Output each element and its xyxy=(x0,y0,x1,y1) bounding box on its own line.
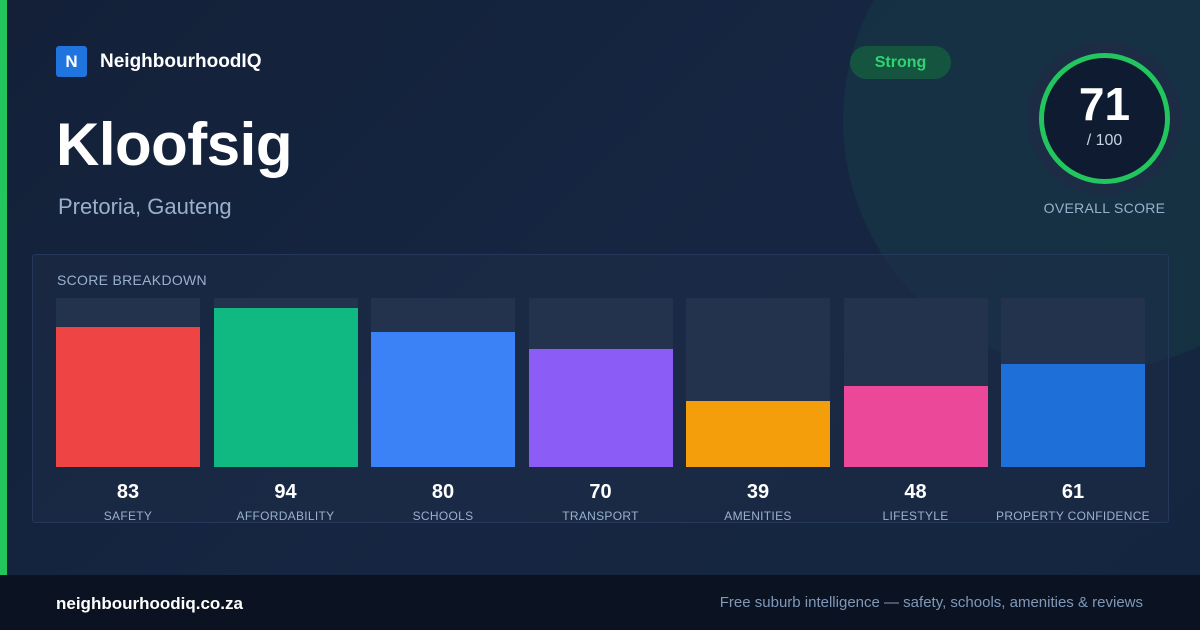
score-bar-value: 70 xyxy=(589,481,612,503)
brand[interactable]: N NeighbourhoodIQ xyxy=(56,46,261,77)
score-breakdown-title: SCORE BREAKDOWN xyxy=(57,272,207,288)
score-bar-track xyxy=(1001,298,1145,467)
score-bar-track xyxy=(686,298,830,467)
score-bar-fill xyxy=(686,401,830,467)
score-bar-fill xyxy=(843,385,988,467)
score-bar-fill xyxy=(1001,363,1145,467)
overall-score-ring: 71 / 100 xyxy=(1027,41,1182,196)
score-bar-track xyxy=(213,298,358,467)
accent-bar xyxy=(0,0,7,575)
score-ring-graphic xyxy=(1027,41,1182,196)
overall-score-max: / 100 xyxy=(1086,132,1123,149)
score-bar-label: SCHOOLS xyxy=(412,509,474,523)
overall-score-label: OVERALL SCORE xyxy=(1043,200,1166,216)
score-bar-label: PROPERTY CONFIDENCE xyxy=(996,509,1150,523)
score-bar-label: TRANSPORT xyxy=(562,509,639,523)
score-bar-track xyxy=(528,298,673,467)
score-bar-track xyxy=(371,298,515,467)
footer-domain-link[interactable]: neighbourhoodiq.co.za xyxy=(56,594,243,613)
score-bar-value: 48 xyxy=(904,481,927,503)
share-card: N NeighbourhoodIQ Kloofsig Pretoria, Gau… xyxy=(0,0,1200,575)
score-bar-affordability: 94 AFFORDABILITY xyxy=(213,298,358,524)
footer-tagline: Free suburb intelligence — safety, schoo… xyxy=(719,594,1143,611)
brand-logo-icon: N xyxy=(56,46,87,77)
footer: neighbourhoodiq.co.za Free suburb intell… xyxy=(0,575,1200,630)
score-ring-progress xyxy=(1039,53,1170,184)
score-bar-value: 83 xyxy=(116,481,140,503)
score-bar-track xyxy=(56,298,200,467)
score-bar-label: LIFESTYLE xyxy=(882,509,949,523)
score-bar-property-confidence: 61 PROPERTY CONFIDENCE xyxy=(996,298,1150,524)
score-breakdown-panel: SCORE BREAKDOWN 83 SAFETY 94 AFFORDABILITY 8… xyxy=(32,254,1169,523)
score-bar-label: AMENITIES xyxy=(724,509,792,523)
suburb-title: Kloofsig xyxy=(56,111,292,178)
score-bar-label: SAFETY xyxy=(103,509,153,523)
score-bar-value: 94 xyxy=(274,481,297,503)
score-breakdown-bars: 83 SAFETY 94 AFFORDABILITY 80 SCHOOLS 70 TRANSP… xyxy=(56,298,1150,524)
score-bar-fill xyxy=(528,348,673,467)
score-bar-value: 80 xyxy=(431,481,455,503)
score-bar-value: 61 xyxy=(1061,481,1085,503)
score-bar-label: AFFORDABILITY xyxy=(236,509,335,523)
score-bar-lifestyle: 48 LIFESTYLE xyxy=(843,298,988,524)
score-bar-transport: 70 TRANSPORT xyxy=(528,298,673,524)
rating-badge: Strong xyxy=(850,46,951,79)
score-bar-value: 39 xyxy=(746,481,770,503)
score-bar-amenities: 39 AMENITIES xyxy=(686,298,830,524)
score-bar-fill xyxy=(213,308,358,467)
score-bar-fill xyxy=(56,326,200,467)
suburb-location: Pretoria, Gauteng xyxy=(58,194,232,219)
overall-score-value: 71 xyxy=(1078,78,1131,130)
score-ring-inner xyxy=(1041,55,1168,182)
score-bar-safety: 83 SAFETY xyxy=(56,298,200,524)
score-bar-track xyxy=(843,298,988,467)
score-bar-fill xyxy=(371,331,515,467)
score-bar-schools: 80 SCHOOLS xyxy=(371,298,515,524)
brand-name: NeighbourhoodIQ xyxy=(100,50,262,72)
